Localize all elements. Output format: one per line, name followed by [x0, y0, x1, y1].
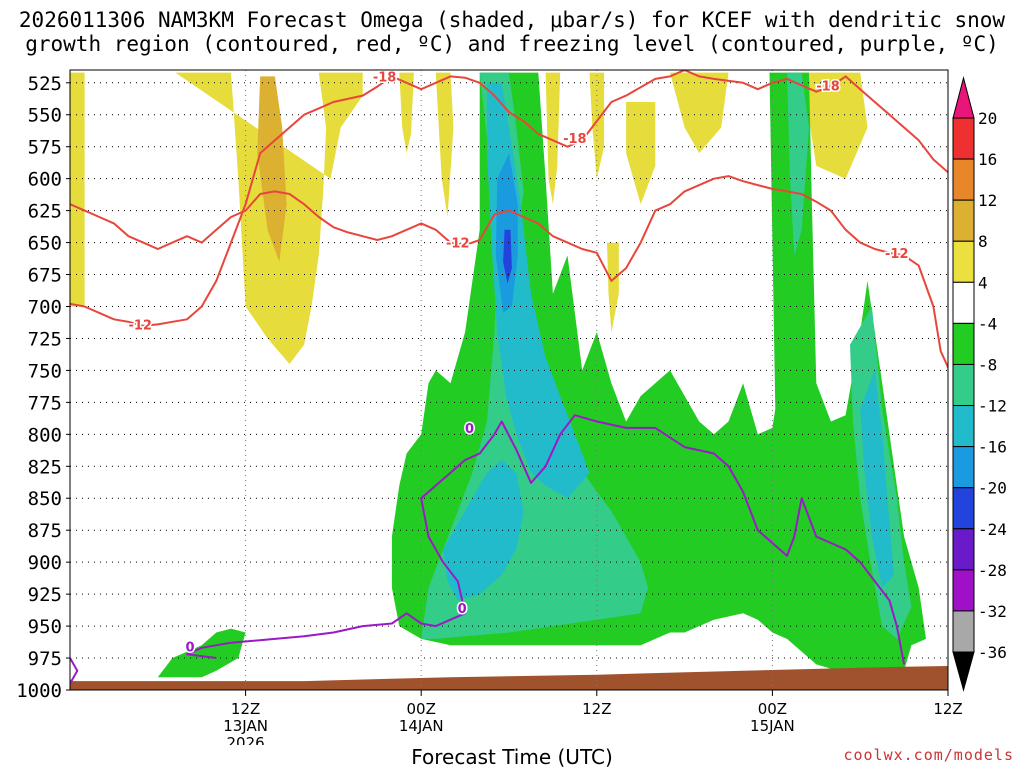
- colorbar-top-arrow: [952, 76, 975, 119]
- colorbar-swatch: [952, 117, 975, 160]
- freezing_level-contour-label: 0: [458, 602, 467, 617]
- colorbar-swatch: [952, 569, 975, 612]
- y-tick-label: 850: [28, 488, 62, 510]
- temperature-contour-label: -12: [885, 247, 909, 262]
- colorbar-swatch: [952, 158, 975, 201]
- temperature-contour-label: -18: [816, 79, 840, 94]
- omega-region-19: [787, 72, 809, 256]
- omega-region-3: [399, 72, 414, 154]
- y-tick-label: 825: [28, 456, 62, 478]
- colorbar-swatch: [952, 199, 975, 242]
- omega-region-7: [626, 102, 656, 205]
- colorbar-swatch: [952, 405, 975, 448]
- x-tick-label: 14JAN: [399, 717, 444, 735]
- y-tick-label: 525: [28, 73, 62, 95]
- chart-title-line1: 2026011306 NAM3KM Forecast Omega (shaded…: [18, 8, 1006, 32]
- y-tick-label: 1000: [16, 680, 62, 702]
- colorbar-label: -36: [978, 643, 1007, 662]
- y-tick-label: 750: [28, 360, 62, 382]
- y-tick-label: 775: [28, 392, 62, 414]
- colorbar-swatch: [952, 322, 975, 365]
- plot-frame: [69, 69, 949, 691]
- y-tick-label: 800: [28, 424, 62, 446]
- omega-region-8: [670, 72, 729, 154]
- freezing_level-contour-3: [186, 414, 906, 665]
- colorbar-label: -16: [978, 438, 1007, 457]
- credit-text: coolwx.com/models: [843, 746, 1014, 764]
- omega-region-22: [860, 370, 894, 588]
- temperature-contour-label: -18: [373, 70, 397, 85]
- colorbar-swatch: [952, 363, 975, 407]
- colorbar-label: 12: [978, 191, 997, 210]
- colorbar-swatch: [952, 610, 975, 653]
- colorbar-swatch: [952, 240, 975, 283]
- freezing_level-contour-4: [70, 657, 79, 685]
- x-tick-label: 2026: [227, 734, 265, 745]
- x-tick-label: 00Z: [758, 700, 787, 718]
- y-tick-label: 875: [28, 520, 62, 542]
- colorbar-label: 8: [978, 232, 988, 251]
- y-tick-label: 925: [28, 584, 62, 606]
- freezing_level-contour-label: 0: [465, 422, 474, 437]
- temperature-contour-label: -12: [446, 237, 470, 252]
- colorbar-swatch: [952, 528, 975, 571]
- omega-region-12: [1014, 76, 1024, 306]
- colorbar-bottom-arrow: [952, 651, 975, 692]
- y-tick-label: 550: [28, 105, 62, 127]
- colorbar-label: 20: [978, 109, 997, 128]
- y-tick-label: 950: [28, 616, 62, 638]
- colorbar-label: -28: [978, 561, 1007, 580]
- y-tick-label: 975: [28, 648, 62, 670]
- colorbar-label: -4: [978, 314, 997, 333]
- colorbar-swatch: [952, 281, 975, 324]
- x-tick-label: 12Z: [582, 700, 611, 718]
- x-tick-label: 15JAN: [750, 717, 795, 735]
- omega-region-0: [70, 72, 85, 307]
- colorbar-label: -24: [978, 520, 1007, 539]
- omega-region-9: [607, 242, 619, 333]
- omega-region-10: [801, 72, 868, 179]
- x-tick-label: 00Z: [407, 700, 436, 718]
- colorbar-label: -32: [978, 602, 1007, 621]
- temperature-contour-label: -12: [128, 318, 152, 333]
- terrain-surface: [70, 665, 948, 690]
- x-tick-label: 13JAN: [223, 717, 268, 735]
- y-tick-label: 700: [28, 296, 62, 318]
- y-tick-label: 600: [28, 169, 62, 191]
- x-tick-label: 12Z: [933, 700, 962, 718]
- temperature-contour-2: [70, 242, 232, 327]
- y-tick-label: 725: [28, 328, 62, 350]
- temperature-contour-label: -18: [563, 132, 587, 147]
- colorbar-label: -8: [978, 355, 997, 374]
- colorbar-label: 16: [978, 150, 997, 169]
- chart-svg: -18 -18 -18 -12 -12 -12 0 0 0 525 550 575 600 625 650 6…: [16, 69, 1024, 745]
- chart-title-line2: growth region (contoured, red, ºC) and f…: [25, 32, 999, 56]
- freezing_level-contour-label: 0: [185, 641, 194, 656]
- colorbar-label: 4: [978, 273, 988, 292]
- omega-region-5: [545, 72, 561, 205]
- colorbar-label: -20: [978, 479, 1007, 498]
- omega-region-2: [257, 76, 287, 262]
- y-tick-label: 900: [28, 552, 62, 574]
- colorbar-swatch: [952, 487, 975, 530]
- omega-region-21: [443, 459, 524, 601]
- omega-region-14: [157, 628, 246, 678]
- y-tick-label: 625: [28, 201, 62, 223]
- y-tick-label: 675: [28, 265, 62, 287]
- temperature-contour-0: [230, 70, 948, 243]
- x-axis-label: Forecast Time (UTC): [411, 745, 613, 769]
- y-tick-label: 650: [28, 233, 62, 255]
- plot-area: -18 -18 -18 -12 -12 -12 0 0 0: [70, 70, 1024, 690]
- x-tick-label: 12Z: [231, 700, 260, 718]
- colorbar-label: -12: [978, 397, 1007, 416]
- omega-region-4: [435, 72, 454, 217]
- y-tick-label: 575: [28, 137, 62, 159]
- temperature-contour-1: [70, 175, 948, 370]
- colorbar-swatch: [952, 446, 975, 489]
- omega-region-24: [503, 229, 512, 284]
